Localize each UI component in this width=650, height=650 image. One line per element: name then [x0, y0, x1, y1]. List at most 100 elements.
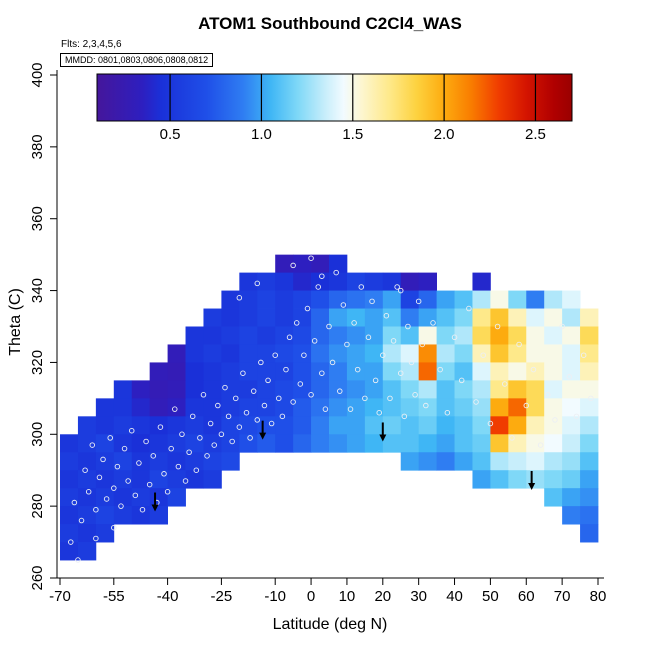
heatmap-cell	[113, 380, 133, 399]
heatmap-cell	[580, 362, 599, 381]
heatmap-cell	[580, 452, 599, 471]
heatmap-cell	[95, 452, 115, 471]
heatmap-cell	[526, 470, 545, 489]
heatmap-cell	[400, 452, 420, 471]
heatmap-cell	[508, 290, 527, 309]
heatmap-cell	[95, 506, 115, 525]
heatmap-cell	[400, 380, 420, 399]
sample-point	[204, 453, 210, 459]
heatmap-cell	[203, 362, 222, 381]
heatmap-cell	[364, 344, 384, 363]
heatmap-cell	[580, 470, 599, 489]
flight-arrow-head	[259, 432, 267, 440]
sample-point	[501, 381, 508, 387]
heatmap-cell	[544, 470, 563, 489]
heatmap-cell	[472, 272, 491, 291]
heatmap-cell	[131, 506, 151, 525]
sample-point	[283, 366, 289, 373]
heatmap-cell	[544, 326, 563, 345]
heatmap-cell	[562, 290, 581, 309]
sample-point	[369, 298, 375, 305]
heatmap-cell	[346, 416, 366, 435]
heatmap-cell	[454, 452, 473, 471]
sample-point	[85, 489, 92, 495]
heatmap-cell	[60, 434, 79, 453]
sample-point	[487, 420, 494, 427]
heatmap-cell	[77, 524, 97, 543]
sample-point	[276, 395, 282, 402]
heatmap-cell	[436, 308, 455, 327]
heatmap-cell	[167, 434, 186, 453]
heatmap-cell	[580, 506, 599, 525]
heatmap-cell	[544, 398, 563, 417]
sample-point	[139, 506, 146, 513]
heatmap-cell	[526, 434, 545, 453]
heatmap-cell	[221, 380, 240, 399]
heatmap-cell	[382, 272, 402, 291]
sample-point	[301, 352, 307, 358]
sample-point	[559, 323, 565, 330]
y-axis-tick-label: 280	[29, 494, 46, 519]
sample-point	[71, 499, 78, 506]
heatmap-cell	[203, 380, 222, 399]
sample-point	[333, 269, 339, 276]
sample-point	[268, 420, 275, 427]
heatmap-cell	[257, 272, 276, 291]
heatmap-cell	[472, 290, 491, 309]
sample-point	[96, 474, 103, 481]
heatmap-cell	[77, 542, 97, 561]
heatmap-cell	[580, 416, 599, 435]
heatmap-cell	[490, 380, 509, 399]
heatmap-cell	[77, 506, 97, 525]
heatmap-cell	[580, 380, 599, 399]
heatmap-cell	[221, 326, 240, 345]
sample-point	[200, 392, 207, 398]
heatmap-cell	[221, 452, 240, 471]
heatmap-cell	[472, 416, 491, 435]
heatmap-cell	[364, 434, 384, 453]
heatmap-cell	[275, 326, 294, 345]
heatmap-cell	[239, 290, 258, 309]
sample-point	[172, 406, 178, 412]
heatmap-cell	[311, 398, 330, 417]
heatmap-cell	[149, 506, 168, 525]
heatmap-cell	[382, 416, 402, 435]
heatmap-cell	[167, 452, 186, 471]
sample-point	[222, 384, 228, 391]
heatmap-cell	[77, 434, 97, 453]
sample-point	[326, 323, 332, 330]
sample-point	[419, 341, 426, 348]
sample-point	[250, 388, 257, 394]
heatmap-cell	[77, 488, 97, 507]
heatmap-cell	[526, 452, 545, 471]
heatmap-cell	[113, 452, 133, 471]
sample-point	[261, 402, 268, 409]
sample-point	[121, 445, 128, 452]
heatmap-cell	[77, 452, 97, 471]
heatmap-cell	[508, 380, 527, 399]
sample-point	[337, 388, 343, 394]
heatmap-cell	[400, 308, 420, 327]
sample-point	[394, 284, 400, 290]
sample-point	[304, 305, 311, 312]
heatmap-cell	[526, 344, 545, 363]
heatmap-cell	[526, 416, 545, 435]
heatmap-cell	[562, 380, 581, 399]
heatmap-cell	[472, 380, 491, 399]
colorbar-tick-label: 0.5	[160, 126, 181, 143]
sample-point	[111, 524, 117, 531]
heatmap-cell	[221, 290, 240, 309]
heatmap-cell	[490, 308, 509, 327]
heatmap-cell	[544, 380, 563, 399]
sample-point	[480, 352, 486, 358]
x-axis-tick-label: 20	[374, 588, 391, 605]
heatmap-cell	[275, 344, 294, 363]
heatmap-cell	[454, 344, 473, 363]
heatmap-cell	[454, 326, 473, 345]
sample-point	[279, 413, 286, 420]
sample-point	[397, 287, 404, 294]
heatmap-cell	[346, 344, 366, 363]
sample-point	[114, 463, 121, 470]
x-axis-tick-label: 40	[446, 588, 463, 605]
